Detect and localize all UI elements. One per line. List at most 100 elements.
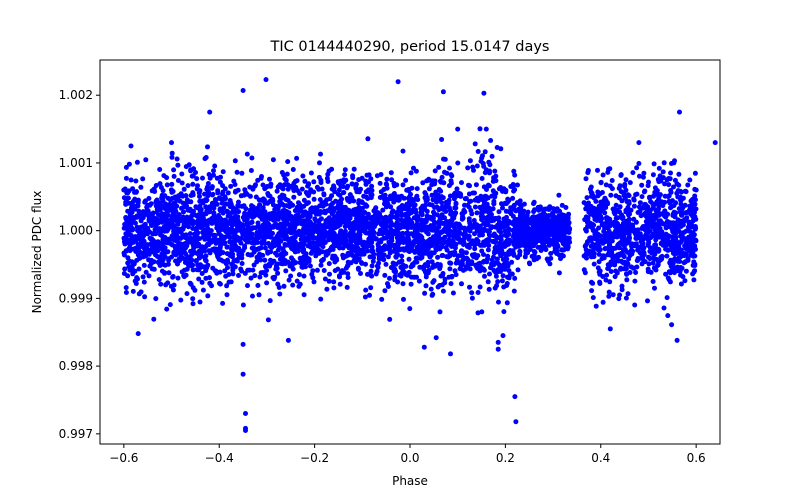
- data-point: [210, 265, 216, 271]
- data-point: [388, 170, 394, 176]
- data-point: [340, 212, 346, 218]
- data-point: [328, 223, 334, 229]
- data-point: [282, 236, 288, 242]
- data-point: [218, 243, 223, 248]
- data-point: [685, 182, 691, 188]
- data-point: [631, 196, 637, 202]
- data-point: [636, 204, 642, 210]
- data-point: [596, 244, 602, 249]
- data-point: [647, 245, 653, 251]
- data-point: [664, 295, 670, 301]
- data-point: [526, 226, 532, 231]
- data-point: [200, 175, 205, 181]
- data-point: [452, 222, 458, 228]
- data-point: [248, 275, 254, 281]
- data-point: [607, 183, 613, 189]
- data-point: [311, 196, 317, 202]
- data-point: [491, 217, 497, 223]
- data-point: [261, 215, 267, 221]
- data-point: [213, 201, 219, 207]
- data-point: [607, 241, 612, 247]
- data-point: [422, 263, 428, 269]
- data-point: [447, 165, 452, 171]
- data-point: [409, 196, 415, 202]
- data-point: [274, 252, 280, 258]
- data-point: [142, 199, 148, 205]
- data-point: [448, 281, 454, 287]
- data-point: [203, 204, 209, 210]
- data-point: [584, 240, 590, 246]
- data-point: [588, 203, 594, 209]
- data-point: [329, 186, 335, 192]
- data-point: [290, 167, 296, 172]
- data-point: [162, 223, 168, 229]
- data-point: [467, 228, 473, 234]
- data-point-outlier: [243, 428, 248, 433]
- data-point-outlier: [128, 143, 134, 149]
- data-point: [252, 273, 258, 279]
- data-point: [193, 204, 199, 210]
- data-point: [301, 240, 307, 246]
- data-point: [595, 265, 601, 271]
- data-point: [390, 228, 396, 234]
- data-point: [249, 203, 254, 209]
- data-point: [484, 221, 490, 227]
- data-point: [288, 273, 294, 279]
- data-point: [627, 180, 633, 186]
- data-point: [292, 249, 298, 255]
- data-point: [432, 204, 437, 210]
- data-point: [371, 255, 377, 261]
- data-point: [418, 217, 424, 223]
- data-point: [511, 252, 517, 258]
- data-point: [596, 259, 602, 265]
- data-point: [562, 242, 567, 248]
- data-point: [515, 182, 520, 188]
- data-point: [226, 219, 232, 225]
- data-point: [165, 280, 171, 286]
- data-point: [610, 245, 616, 251]
- data-point: [641, 245, 647, 251]
- data-point: [473, 238, 479, 243]
- data-point: [498, 243, 503, 249]
- data-point: [306, 190, 311, 196]
- data-point: [232, 158, 238, 164]
- data-point: [414, 255, 420, 261]
- data-point: [301, 273, 307, 279]
- data-point: [670, 260, 676, 266]
- data-point: [433, 191, 438, 197]
- data-point: [452, 205, 458, 211]
- data-point: [616, 209, 622, 215]
- data-point: [262, 257, 268, 263]
- data-point: [171, 167, 177, 173]
- data-point: [311, 279, 317, 285]
- data-point: [308, 206, 314, 212]
- data-point: [596, 251, 602, 257]
- data-point: [224, 201, 230, 207]
- data-point: [233, 188, 239, 194]
- data-point: [224, 244, 230, 250]
- data-point: [477, 268, 483, 274]
- data-point: [169, 224, 175, 230]
- data-point: [565, 223, 571, 228]
- data-point: [174, 226, 180, 232]
- data-point-outlier: [674, 337, 680, 343]
- data-point: [371, 229, 377, 235]
- data-point: [430, 227, 436, 233]
- data-point: [554, 206, 560, 212]
- data-point: [416, 239, 422, 245]
- data-point: [195, 243, 201, 249]
- data-point: [518, 204, 524, 210]
- data-point: [688, 208, 694, 214]
- data-point: [213, 197, 219, 203]
- data-point: [680, 274, 686, 280]
- data-point: [565, 246, 571, 252]
- data-point: [157, 263, 163, 268]
- x-tick-label: −0.4: [205, 451, 234, 465]
- data-point: [688, 198, 694, 204]
- data-point: [637, 173, 642, 179]
- data-point: [363, 287, 369, 293]
- data-point: [590, 295, 596, 301]
- data-point: [364, 203, 370, 209]
- data-point: [655, 208, 661, 214]
- data-point: [525, 229, 531, 235]
